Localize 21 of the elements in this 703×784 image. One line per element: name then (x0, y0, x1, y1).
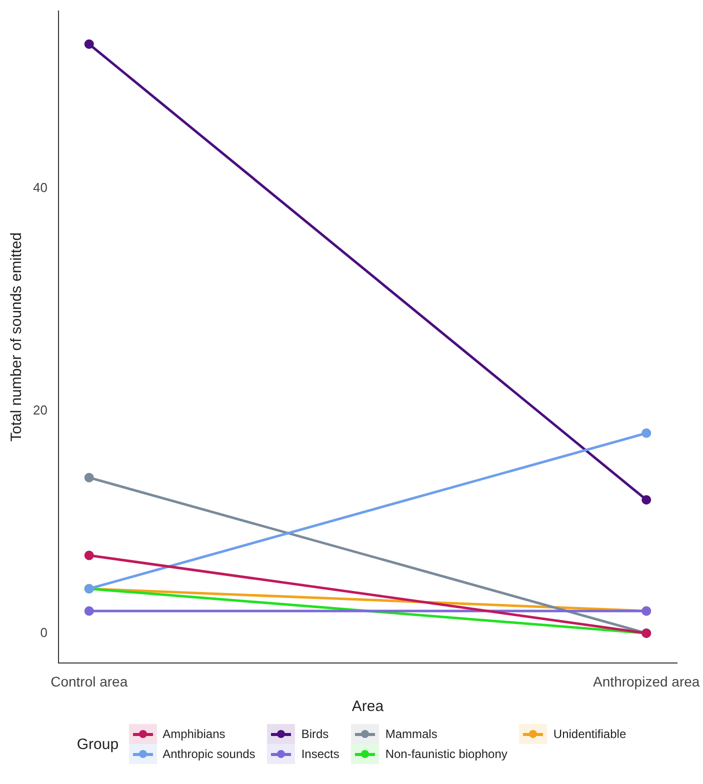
legend-label: Birds (301, 727, 329, 741)
legend-label: Anthropic sounds (162, 747, 256, 761)
point (642, 428, 652, 438)
point (84, 472, 94, 482)
x-tick-label: Control area (50, 673, 128, 690)
legend-label: Amphibians (162, 727, 226, 741)
legend-label: Insects (301, 747, 340, 761)
point (84, 550, 94, 560)
x-tick-label: Anthropized area (593, 673, 700, 690)
legend-label: Mammals (385, 727, 438, 741)
y-axis-title: Total number of sounds emitted (8, 232, 26, 442)
y-tick-label: 0 (40, 624, 48, 640)
point (84, 39, 94, 49)
legend-title: Group (76, 736, 119, 752)
legend-label: Unidentifiable (553, 727, 626, 741)
x-axis-title: Area (352, 698, 384, 716)
y-tick-label: 20 (32, 402, 48, 418)
y-tick-label: 40 (32, 180, 48, 196)
point (642, 495, 652, 505)
point (84, 606, 94, 616)
legend-label: Non-faunistic biophony (385, 747, 508, 761)
